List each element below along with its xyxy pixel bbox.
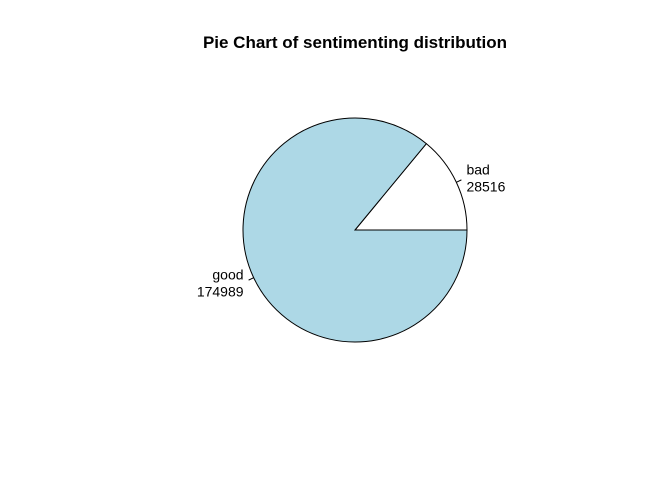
chart-title: Pie Chart of sentimenting distribution [203,33,507,52]
pie-slice-good [242,117,468,343]
pie-label-value-bad: 28516 [466,179,505,195]
pie-label-name-bad: bad [466,162,489,178]
pie-label-value-good: 174989 [197,284,244,300]
pie-label-tick-bad [456,179,462,183]
pie-label-tick-good [248,277,254,281]
pie-slice-bad [353,142,468,231]
pie-slices [242,117,468,343]
pie-label-name-good: good [212,267,243,283]
